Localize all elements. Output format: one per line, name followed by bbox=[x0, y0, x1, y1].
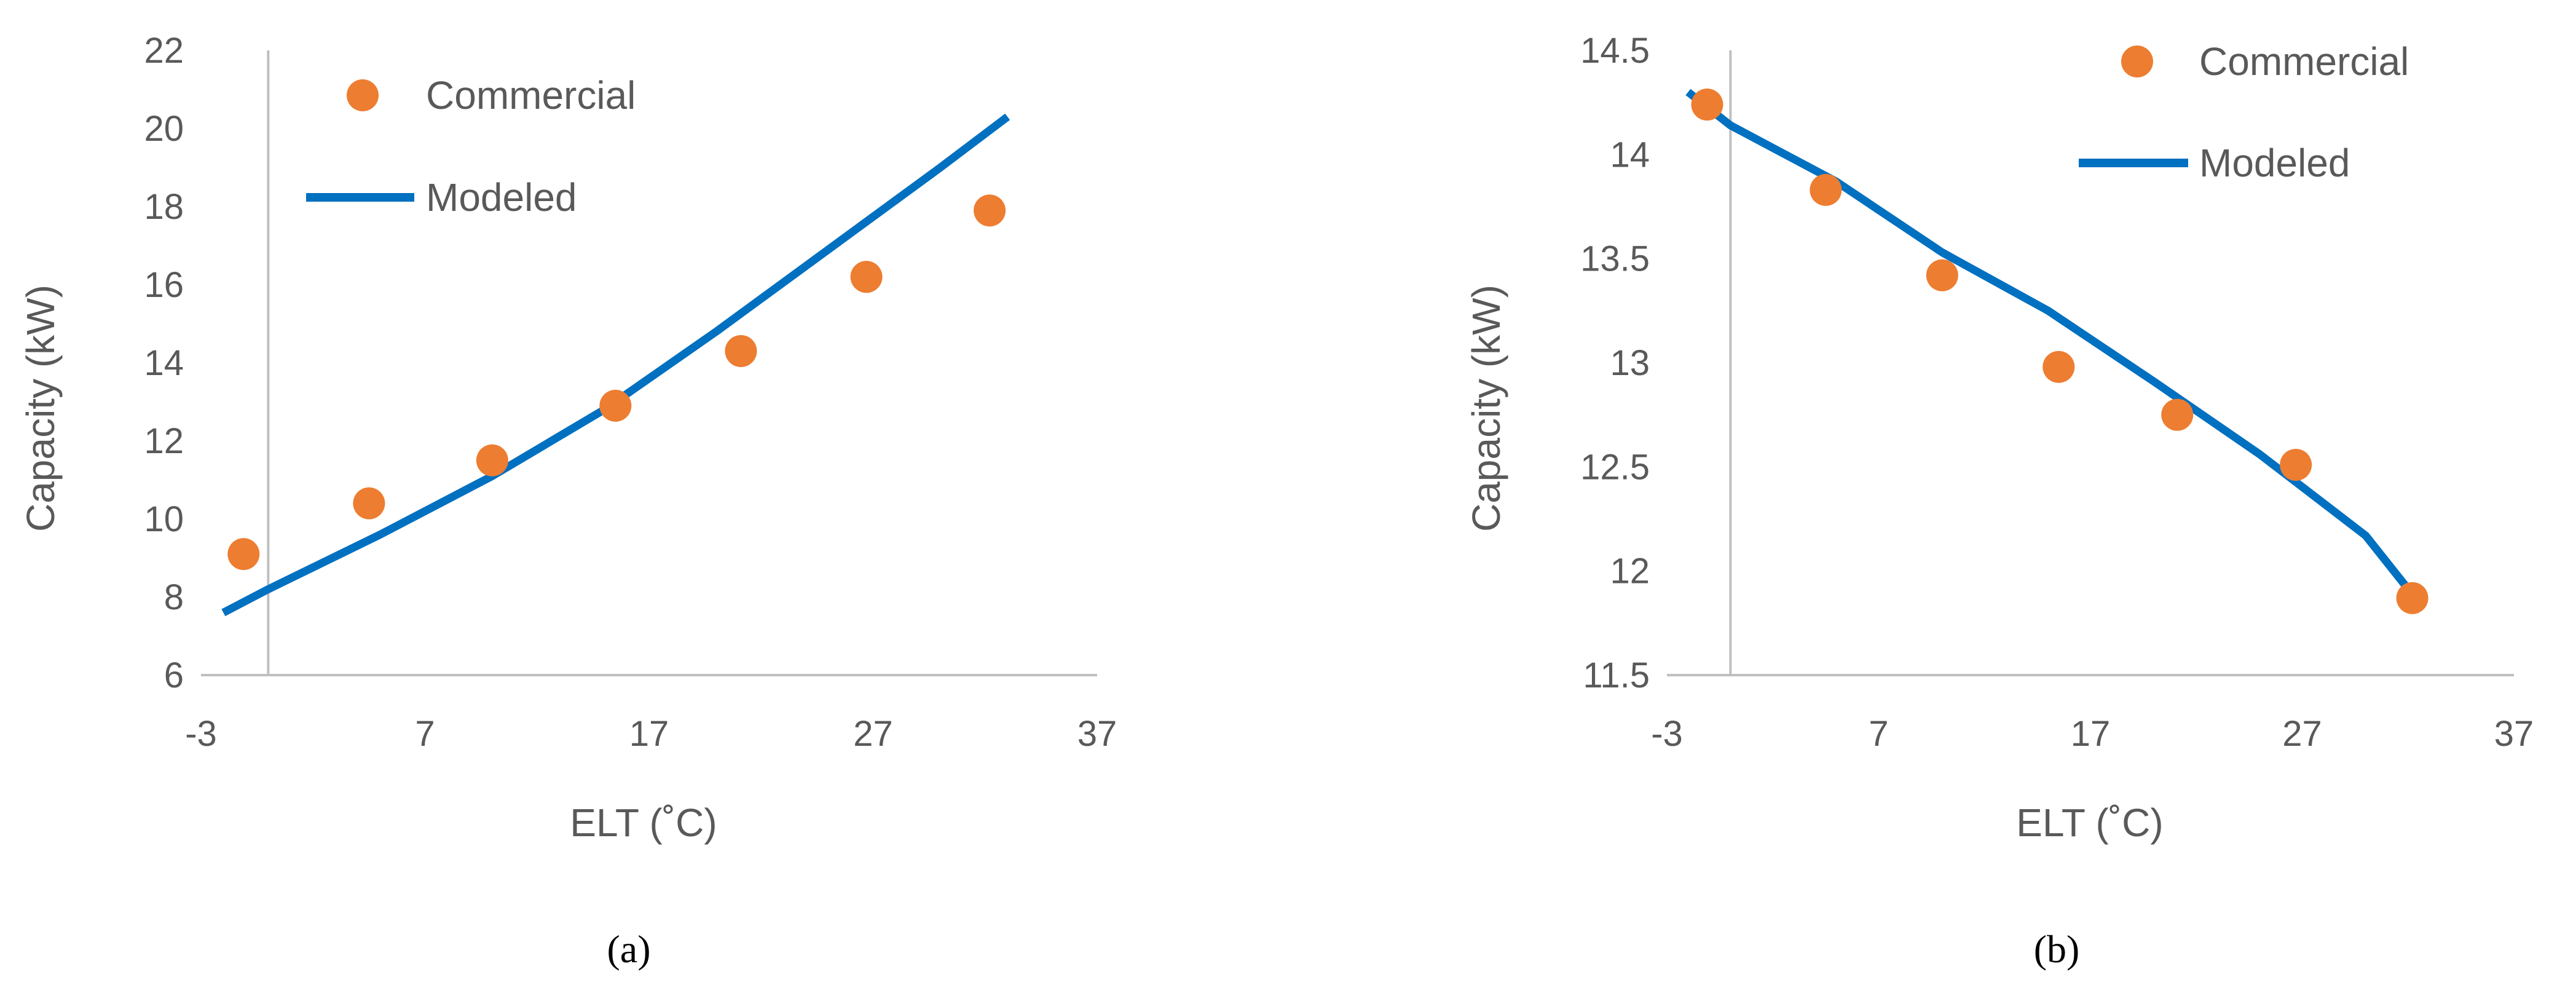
chart-b-series-modeled-line bbox=[1685, 89, 2422, 605]
chart-a-y-tick-label: 6 bbox=[164, 655, 184, 695]
chart-a-point-commercial bbox=[476, 444, 508, 477]
chart-b-legend-label-modeled: Modeled bbox=[2199, 141, 2350, 185]
chart-b-point-commercial bbox=[1691, 89, 1723, 121]
chart-b-point-commercial bbox=[2161, 398, 2194, 431]
chart-b-point-commercial bbox=[1810, 173, 1842, 206]
chart-a-series-modeled-line bbox=[221, 113, 1010, 617]
chart-b-y-tick-label: 11.5 bbox=[1583, 655, 1650, 695]
chart-b: Capacity (kW) ELT (˚C) (b) Commercial Mo… bbox=[1464, 31, 2534, 971]
chart-b-point-commercial bbox=[2042, 350, 2075, 383]
chart-b-point-commercial bbox=[2396, 582, 2428, 614]
chart-b-y-tick-label: 12 bbox=[1610, 552, 1650, 591]
chart-a-legend: Commercial Modeled bbox=[306, 73, 636, 220]
chart-a: Capacity (kW) ELT (˚C) (a) Commercial Mo… bbox=[18, 31, 1117, 971]
chart-b-y-tick-label: 14 bbox=[1610, 135, 1650, 175]
chart-b-x-tick-label: 27 bbox=[2282, 714, 2322, 754]
chart-a-y-tick-label: 18 bbox=[144, 187, 184, 227]
chart-a-point-commercial bbox=[353, 487, 385, 520]
chart-a-plot: -3 7 17 27 37 6 8 10 12 14 16 18 20 22 bbox=[144, 31, 1117, 754]
chart-a-x-tick-label: -3 bbox=[185, 714, 217, 754]
chart-a-caption: (a) bbox=[607, 927, 650, 971]
chart-a-y-tick-label: 8 bbox=[164, 577, 184, 617]
chart-a-x-tick-label: 37 bbox=[1077, 714, 1117, 754]
chart-b-ylabel: Capacity (kW) bbox=[1464, 285, 1508, 532]
chart-b-legend-label-commercial: Commercial bbox=[2199, 39, 2409, 84]
chart-b-y-tick-label: 13 bbox=[1610, 343, 1650, 383]
chart-b-x-tick-label: 37 bbox=[2494, 714, 2534, 754]
chart-b-y-tick-label: 13.5 bbox=[1580, 239, 1650, 279]
chart-a-point-commercial bbox=[850, 261, 883, 293]
chart-a-y-tick-label: 10 bbox=[144, 499, 184, 539]
chart-a-xlabel: ELT (˚C) bbox=[570, 801, 717, 845]
chart-b-xlabel: ELT (˚C) bbox=[2016, 801, 2163, 845]
chart-a-x-tick-label: 17 bbox=[629, 714, 669, 754]
chart-b-x-tick-label: 17 bbox=[2071, 714, 2111, 754]
chart-a-ylabel: Capacity (kW) bbox=[18, 285, 63, 532]
chart-b-y-tick-label: 14.5 bbox=[1580, 31, 1650, 71]
chart-b-point-commercial bbox=[1926, 259, 1958, 291]
chart-a-legend-label-commercial: Commercial bbox=[426, 73, 636, 117]
chart-b-y-tick-label: 12.5 bbox=[1580, 447, 1650, 487]
chart-a-x-tick-label: 27 bbox=[853, 714, 893, 754]
chart-a-x-tick-label: 7 bbox=[415, 714, 435, 754]
chart-a-point-commercial bbox=[974, 194, 1006, 227]
chart-a-point-commercial bbox=[227, 538, 260, 571]
chart-a-y-tick-label: 16 bbox=[144, 265, 184, 305]
chart-a-legend-label-modeled: Modeled bbox=[426, 175, 577, 220]
chart-a-y-tick-label: 12 bbox=[144, 421, 184, 461]
chart-a-legend-marker-commercial bbox=[347, 79, 379, 111]
chart-a-point-commercial bbox=[599, 389, 632, 422]
chart-b-legend: Commercial Modeled bbox=[2079, 39, 2409, 185]
chart-b-point-commercial bbox=[2280, 448, 2312, 481]
chart-b-x-tick-label: -3 bbox=[1651, 714, 1683, 754]
chart-a-point-commercial bbox=[725, 334, 757, 367]
chart-a-y-tick-label: 22 bbox=[144, 31, 184, 71]
chart-b-plot: -3 7 17 27 37 11.5 12 12.5 13 13.5 14 14.5 bbox=[1580, 31, 2534, 754]
chart-a-y-tick-label: 20 bbox=[144, 109, 184, 149]
chart-b-caption: (b) bbox=[2034, 927, 2080, 971]
chart-b-x-tick-label: 7 bbox=[1869, 714, 1888, 754]
chart-a-y-tick-label: 14 bbox=[144, 343, 184, 383]
chart-b-legend-marker-commercial bbox=[2121, 45, 2153, 77]
